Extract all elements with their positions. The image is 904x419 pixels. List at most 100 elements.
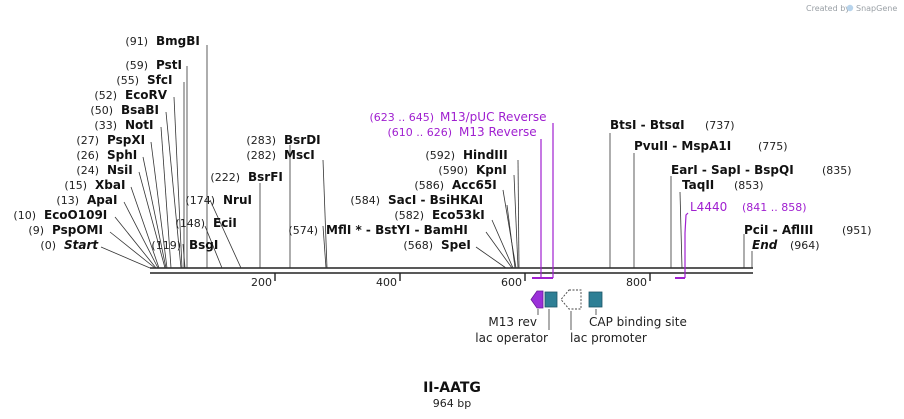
site-enzyme: EcoO109I xyxy=(44,208,107,222)
site-enzyme: MflI * - BstYI - BamHI xyxy=(326,223,468,237)
site-position: (775) xyxy=(758,140,788,153)
site-enzyme: SpeI xyxy=(441,238,471,252)
site-position: (148) xyxy=(175,217,205,230)
site-position: (9) xyxy=(28,224,44,237)
site-position: (835) xyxy=(822,164,852,177)
primer-markers xyxy=(532,123,689,279)
site-position: (13) xyxy=(56,194,79,207)
primer-name: M13/pUC Reverse xyxy=(440,110,547,124)
site-enzyme: PspXI xyxy=(107,133,145,147)
primer-name: M13 Reverse xyxy=(459,125,537,139)
primer-labels: (623 .. 645) M13/pUC Reverse (610 .. 626… xyxy=(369,110,806,214)
tick-label: 800 xyxy=(626,276,647,289)
feature-track xyxy=(530,289,603,330)
site-enzyme: PstI xyxy=(156,58,182,72)
middle-site-labels: (119) BsgI (148) EciI (174) NruI (222) B… xyxy=(151,133,507,252)
site-enzyme: BsgI xyxy=(189,238,218,252)
site-position: (26) xyxy=(76,149,99,162)
site-position: (15) xyxy=(64,179,87,192)
middle-site-leaders xyxy=(182,145,520,269)
lac-promoter-arrow-icon xyxy=(560,289,582,310)
lac-operator-box xyxy=(544,291,558,308)
feature-label: M13 rev xyxy=(488,315,537,329)
site-enzyme: End xyxy=(752,238,778,252)
site-position: (590) xyxy=(438,164,468,177)
credit-brand: SnapGene xyxy=(856,4,897,13)
feature-labels: M13 rev lac operator lac promoter CAP bi… xyxy=(475,315,687,345)
site-position: (737) xyxy=(705,119,735,132)
site-position: (574) xyxy=(288,224,318,237)
tick-label: 600 xyxy=(501,276,522,289)
site-enzyme: XbaI xyxy=(95,178,125,192)
site-enzyme: BtsI - BtsαI xyxy=(610,118,685,132)
site-position: (951) xyxy=(842,224,872,237)
primer-range: (610 .. 626) xyxy=(387,126,452,139)
site-position: (222) xyxy=(210,171,240,184)
site-position: (592) xyxy=(425,149,455,162)
feature-label: CAP binding site xyxy=(589,315,687,329)
site-position: (119) xyxy=(151,239,181,252)
site-enzyme: Acc65I xyxy=(452,178,497,192)
site-position: (91) xyxy=(125,35,148,48)
primer-name: L4440 xyxy=(690,200,727,214)
site-position: (10) xyxy=(13,209,36,222)
map-title: II-AATG xyxy=(423,380,481,396)
site-enzyme: SfcI xyxy=(147,73,172,87)
site-position: (282) xyxy=(246,149,276,162)
site-enzyme: Start xyxy=(64,238,99,252)
m13-rev-arrow-icon xyxy=(530,290,544,309)
site-enzyme: NruI xyxy=(223,193,252,207)
site-position: (33) xyxy=(94,119,117,132)
site-enzyme: PvuII - MspA1I xyxy=(634,139,731,153)
site-enzyme: PciI - AflIII xyxy=(744,223,813,237)
site-position: (55) xyxy=(116,74,139,87)
site-enzyme: KpnI xyxy=(476,163,507,177)
site-position: (52) xyxy=(94,89,117,102)
left-site-labels: (91) BmgBI (59) PstI (55) SfcI (52) EcoR… xyxy=(13,34,199,252)
site-enzyme: NotI xyxy=(125,118,154,132)
site-position: (586) xyxy=(414,179,444,192)
cap-binding-site-box xyxy=(588,291,603,308)
site-position: (283) xyxy=(246,134,276,147)
map-length: 964 bp xyxy=(433,397,471,410)
feature-label: lac promoter xyxy=(570,331,647,345)
site-position: (568) xyxy=(403,239,433,252)
site-enzyme: TaqII xyxy=(682,178,714,192)
site-enzyme: BsaBI xyxy=(121,103,159,117)
site-enzyme: EcoRV xyxy=(125,88,168,102)
axis-ticks: 200 400 600 800 xyxy=(251,273,651,289)
site-position: (24) xyxy=(76,164,99,177)
snapgene-logo-icon xyxy=(846,4,854,12)
site-enzyme: BsrDI xyxy=(284,133,321,147)
site-enzyme: BmgBI xyxy=(156,34,200,48)
site-position: (27) xyxy=(76,134,99,147)
feature-label: lac operator xyxy=(475,331,548,345)
right-site-leaders xyxy=(609,133,753,269)
site-enzyme: PspOMI xyxy=(52,223,103,237)
site-enzyme: HindIII xyxy=(463,148,508,162)
left-site-leaders xyxy=(100,45,208,269)
site-enzyme: MscI xyxy=(284,148,315,162)
site-enzyme: BsrFI xyxy=(248,170,283,184)
site-enzyme: EarI - SapI - BspQI xyxy=(671,163,794,177)
site-position: (50) xyxy=(90,104,113,117)
site-position: (59) xyxy=(125,59,148,72)
tick-label: 200 xyxy=(251,276,272,289)
primer-range: (623 .. 645) xyxy=(369,111,434,124)
site-position: (853) xyxy=(734,179,764,192)
site-position: (174) xyxy=(185,194,215,207)
primer-range: (841 .. 858) xyxy=(742,201,807,214)
site-enzyme: SphI xyxy=(107,148,137,162)
site-position: (0) xyxy=(40,239,56,252)
tick-label: 400 xyxy=(376,276,397,289)
credit-text: Created by xyxy=(806,4,850,13)
site-enzyme: Eco53kI xyxy=(432,208,485,222)
site-enzyme: SacI - BsiHKAI xyxy=(388,193,483,207)
site-position: (582) xyxy=(394,209,424,222)
site-enzyme: ApaI xyxy=(87,193,117,207)
right-site-labels: BtsI - BtsαI (737) PvuII - MspA1I (775) … xyxy=(610,118,872,252)
site-enzyme: EciI xyxy=(213,216,237,230)
site-position: (584) xyxy=(350,194,380,207)
sequence-backbone xyxy=(150,267,753,274)
